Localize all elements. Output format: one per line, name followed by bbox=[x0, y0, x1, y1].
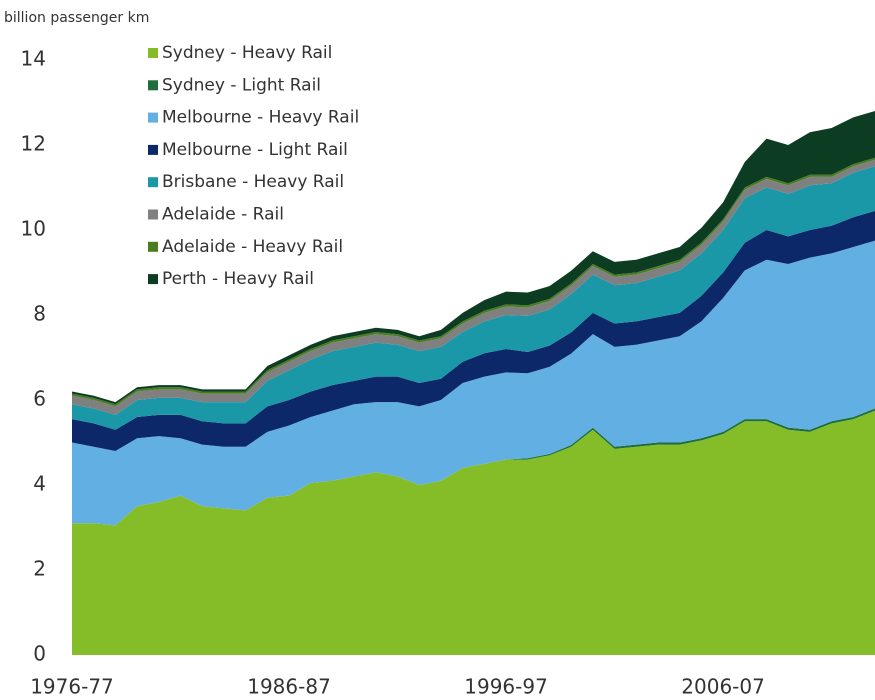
y-tick-label: 4 bbox=[33, 472, 46, 496]
legend-label: Adelaide - Heavy Rail bbox=[162, 237, 343, 257]
legend-swatch bbox=[148, 241, 158, 252]
y-tick-label: 2 bbox=[33, 557, 46, 581]
area bbox=[72, 240, 875, 526]
legend-swatch bbox=[148, 112, 158, 123]
area bbox=[72, 410, 875, 655]
legend-swatch bbox=[148, 209, 158, 220]
legend-label: Sydney - Heavy Rail bbox=[162, 43, 332, 63]
x-tick-label: 1996-97 bbox=[464, 675, 548, 699]
y-tick-label: 12 bbox=[21, 132, 46, 156]
y-axis-label: billion passenger km bbox=[4, 10, 149, 26]
legend-swatch bbox=[148, 80, 158, 91]
legend-label: Brisbane - Heavy Rail bbox=[162, 172, 344, 192]
legend-label: Perth - Heavy Rail bbox=[162, 269, 314, 289]
area bbox=[72, 210, 875, 451]
y-tick-label: 0 bbox=[33, 642, 46, 666]
legend-label: Melbourne - Light Rail bbox=[162, 140, 348, 160]
y-tick-label: 8 bbox=[33, 302, 46, 326]
x-tick-label: 2006-07 bbox=[681, 675, 765, 699]
legend-label: Adelaide - Rail bbox=[162, 205, 284, 225]
area bbox=[72, 166, 875, 430]
legend-swatch bbox=[148, 274, 158, 285]
legend-swatch bbox=[148, 144, 158, 155]
legend-swatch bbox=[148, 177, 158, 188]
legend-label: Sydney - Light Rail bbox=[162, 75, 321, 95]
y-tick-label: 6 bbox=[33, 387, 46, 411]
x-tick-label: 1986-87 bbox=[247, 675, 331, 699]
area bbox=[72, 159, 875, 415]
y-tick-label: 10 bbox=[21, 217, 46, 241]
legend-swatch bbox=[148, 48, 158, 58]
legend-label: Melbourne - Heavy Rail bbox=[162, 108, 359, 128]
x-tick-label: 1976-77 bbox=[30, 675, 114, 699]
y-tick-label: 14 bbox=[21, 47, 46, 71]
area bbox=[72, 157, 875, 407]
